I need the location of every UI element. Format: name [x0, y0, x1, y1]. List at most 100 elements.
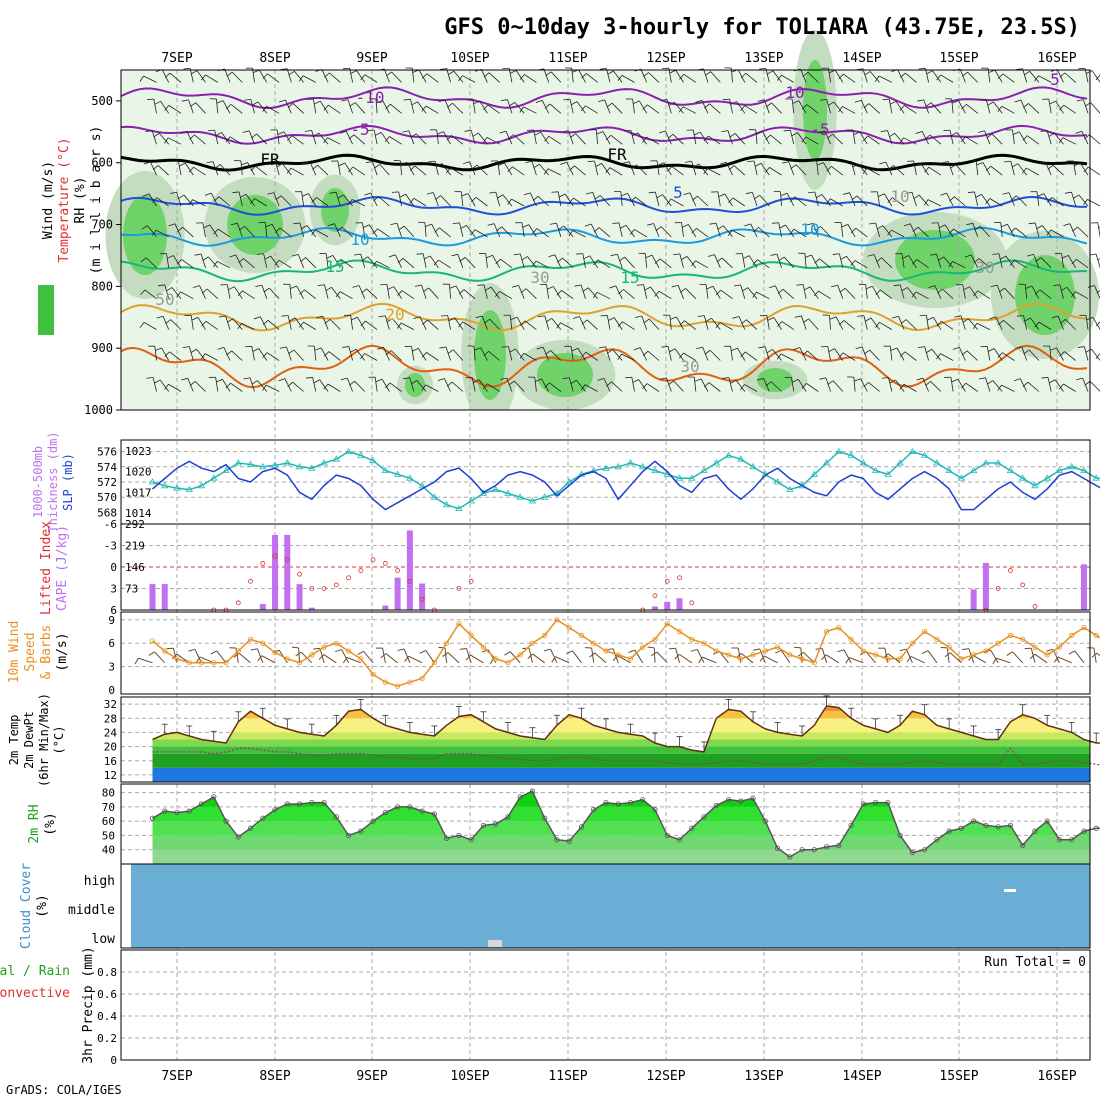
wind-barb	[753, 194, 770, 207]
panel-frame-precip	[120, 949, 1091, 1061]
barb-staff	[190, 315, 194, 330]
barb-staff	[597, 259, 611, 269]
barb-flag	[803, 286, 811, 291]
barb-staff	[589, 255, 599, 269]
barb-staff	[905, 319, 917, 330]
barb-staff	[722, 225, 733, 238]
wind-barb	[303, 161, 317, 176]
wind-barb	[411, 380, 427, 392]
wind-barb	[519, 352, 537, 361]
wind-barb	[777, 321, 795, 330]
barb-staff	[698, 163, 709, 176]
barb-flag	[966, 222, 973, 226]
wind-barb	[413, 316, 427, 330]
wind-barb	[473, 379, 488, 392]
barb-staff	[464, 257, 476, 269]
barb-flag	[350, 70, 357, 75]
contour-label: 50	[155, 290, 174, 309]
barb-staff	[970, 254, 979, 268]
rh-saturated-area	[537, 353, 593, 397]
wind-barb	[153, 132, 170, 145]
barb-staff	[875, 222, 880, 238]
surface-wind-barb	[335, 649, 350, 664]
barb-staff	[615, 285, 623, 299]
barb-flag	[386, 71, 392, 77]
barb-staff	[467, 193, 476, 207]
wind-speed-line-marker	[517, 652, 523, 658]
thickness-line-marker	[295, 463, 304, 470]
barb-flag	[874, 75, 880, 82]
wind-barb	[220, 284, 231, 299]
barb-flag	[188, 648, 196, 652]
barb-staff	[154, 651, 166, 664]
wind-barb	[460, 224, 476, 238]
pressure-tick-label: 600	[91, 156, 113, 170]
barb-staff	[780, 191, 782, 207]
barb-flag	[963, 286, 970, 291]
wind-barb	[589, 129, 599, 145]
barb-staff	[538, 163, 550, 176]
barb-staff	[169, 72, 182, 83]
barb-staff	[711, 317, 721, 330]
barb-staff	[1096, 652, 1100, 664]
barb-staff	[244, 226, 255, 238]
barb-staff	[516, 316, 525, 330]
wind-speed-line-marker	[370, 671, 376, 678]
wind-speed-line-marker	[885, 656, 891, 662]
wind-barb	[142, 193, 157, 207]
wind-barb	[899, 383, 917, 392]
wind-barb	[944, 98, 954, 114]
barb-flag	[1023, 349, 1030, 355]
wind-barb	[372, 260, 390, 269]
barb-staff	[576, 379, 586, 392]
wind-barb	[587, 160, 599, 176]
wind-barb	[678, 106, 696, 114]
barb-flag	[459, 648, 467, 650]
barb-staff	[827, 346, 831, 361]
wind-barb	[1048, 132, 1064, 145]
barb-staff	[286, 68, 292, 83]
barb-staff	[285, 99, 292, 114]
barb-staff	[860, 100, 868, 114]
wind-barb	[754, 162, 770, 176]
barb-flag	[299, 289, 305, 295]
barb-flag	[864, 71, 871, 76]
barb-staff	[265, 384, 280, 392]
barb-flag	[794, 315, 802, 318]
wind-barb	[557, 257, 574, 269]
wind-barb	[317, 284, 329, 299]
barb-flag	[402, 130, 409, 133]
barb-flag	[304, 129, 312, 132]
barb-flag	[647, 223, 654, 226]
barb-flag	[827, 380, 834, 385]
barb-staff	[502, 194, 513, 207]
wind-barb	[216, 100, 231, 114]
barb-flag	[207, 129, 215, 132]
wind-barb	[1011, 163, 1028, 176]
barb-staff	[503, 162, 513, 176]
lifted-index-marker	[1020, 582, 1026, 588]
wind-barb	[421, 384, 439, 392]
wind-barb	[179, 162, 194, 176]
rh-line-marker	[676, 837, 683, 843]
barb-flag	[143, 161, 151, 165]
wind-barb	[474, 347, 488, 361]
surface-wind-barb	[775, 649, 791, 664]
rh-band	[152, 849, 1090, 864]
wind-barb	[863, 135, 880, 145]
barb-flag	[673, 253, 680, 256]
temp-tick: 28	[104, 712, 117, 725]
barb-staff	[781, 74, 795, 83]
wind-barb	[189, 381, 206, 392]
wind-barb	[1023, 70, 1040, 83]
wind-barb	[1072, 226, 1089, 238]
wind-barb	[808, 191, 819, 207]
barb-flag	[581, 351, 587, 358]
barb-flag	[1023, 70, 1030, 76]
wind-barb	[251, 380, 268, 392]
barb-flag	[467, 345, 474, 347]
rh-band	[152, 821, 1090, 836]
wind-barb	[606, 349, 623, 361]
barb-staff	[828, 68, 831, 83]
barb-staff	[309, 161, 317, 176]
